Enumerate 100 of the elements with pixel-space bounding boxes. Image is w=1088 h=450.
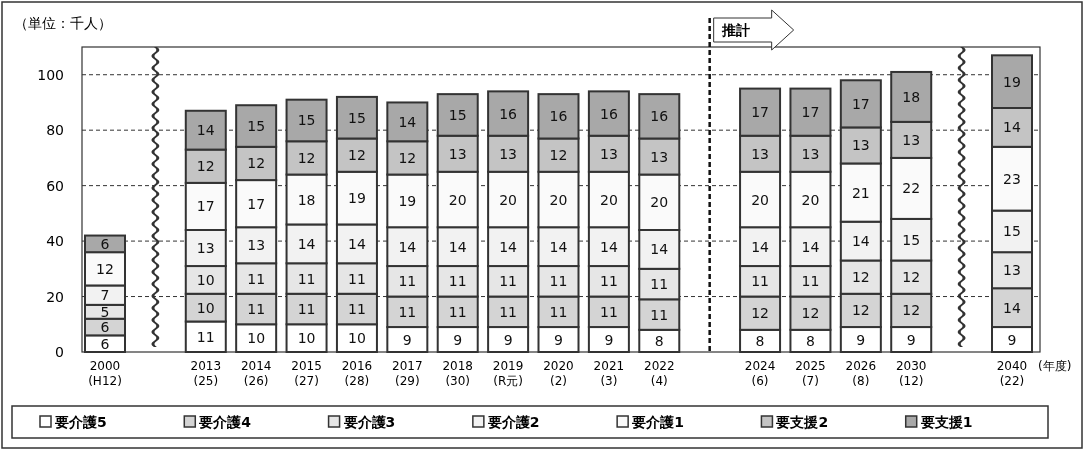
data-label: 11 — [499, 273, 518, 290]
data-label: 14 — [196, 122, 215, 139]
data-label: 14 — [448, 238, 467, 255]
y-tick-label: 80 — [46, 122, 64, 139]
data-label: 17 — [751, 104, 769, 121]
data-label: 10 — [297, 330, 316, 347]
data-label: 20 — [599, 191, 618, 208]
x-tick-label: 2024 (6) — [744, 359, 776, 388]
data-label: 20 — [751, 191, 769, 208]
x-tick-label: 2019 (R元) — [492, 359, 524, 388]
data-label: 7 — [100, 287, 110, 304]
data-label: 8 — [805, 332, 815, 349]
data-label: 15 — [348, 109, 366, 126]
data-label: 20 — [448, 191, 467, 208]
data-label: 9 — [906, 331, 916, 348]
data-label: 13 — [499, 145, 518, 162]
x-tick-label: 2022 (4) — [644, 359, 675, 388]
legend-label: 要介護3 — [342, 414, 396, 430]
data-label: 9 — [604, 331, 614, 348]
data-label: 17 — [851, 95, 870, 112]
data-label: 19 — [398, 192, 417, 209]
data-label: 12 — [398, 149, 417, 166]
data-label: 17 — [801, 104, 820, 121]
data-label: 11 — [398, 303, 417, 320]
x-tick-label: 2015 (27) — [291, 359, 322, 388]
legend-label: 要介護2 — [486, 414, 540, 430]
data-label: 11 — [801, 273, 820, 290]
data-label: 14 — [599, 238, 618, 255]
data-label: 9 — [856, 331, 866, 348]
data-label: 15 — [297, 112, 316, 129]
data-label: 11 — [297, 301, 316, 318]
data-label: 18 — [902, 88, 921, 105]
data-label: 8 — [755, 332, 765, 349]
x-tick-label: 2016 (28) — [341, 359, 373, 388]
data-label: 13 — [801, 145, 820, 162]
data-label: 10 — [196, 271, 215, 288]
x-tick-label: 2013 (25) — [190, 359, 222, 388]
data-label: 19 — [348, 190, 366, 207]
data-label: 5 — [100, 303, 110, 320]
data-label: 20 — [650, 194, 669, 211]
data-label: 14 — [398, 238, 417, 255]
data-label: 12 — [247, 155, 266, 172]
legend-label: 要支援2 — [775, 414, 829, 430]
data-label: 12 — [549, 147, 568, 164]
data-label: 15 — [1003, 223, 1021, 240]
x-tick-label: 2021 (3) — [593, 359, 625, 388]
data-label: 12 — [902, 269, 921, 286]
data-label: 13 — [650, 148, 669, 165]
data-label: 15 — [247, 118, 266, 135]
data-label: 6 — [100, 319, 110, 336]
data-label: 20 — [499, 191, 518, 208]
data-label: 15 — [902, 231, 921, 248]
data-label: 21 — [851, 184, 870, 201]
x-tick-label: 2025 (7) — [795, 359, 826, 388]
data-label: 14 — [297, 235, 316, 252]
data-label: 6 — [100, 235, 110, 252]
data-label: 10 — [196, 299, 215, 316]
data-label: 14 — [801, 238, 820, 255]
legend-label: 要介護5 — [54, 414, 107, 430]
data-label: 16 — [499, 105, 518, 122]
data-label: 11 — [196, 328, 215, 345]
data-label: 17 — [247, 195, 266, 212]
data-label: 11 — [549, 273, 568, 290]
data-label: 16 — [549, 108, 568, 125]
data-label: 12 — [801, 305, 820, 322]
y-tick-label: 60 — [46, 177, 64, 194]
data-label: 22 — [902, 180, 921, 197]
text: 推計 — [720, 22, 750, 38]
data-label: 12 — [902, 302, 921, 319]
x-tick-label: 2017 (29) — [392, 359, 423, 388]
y-axis-title: （単位：千人） — [14, 15, 112, 31]
y-tick-label: 100 — [37, 66, 64, 83]
data-label: 11 — [348, 301, 366, 318]
data-label: 14 — [499, 238, 518, 255]
legend-label: 要支援1 — [919, 414, 973, 430]
y-tick-label: 40 — [46, 233, 64, 250]
x-tick-label: 2026 (8) — [845, 359, 877, 388]
data-label: 11 — [599, 303, 618, 320]
data-label: 14 — [549, 238, 568, 255]
data-label: 9 — [1007, 331, 1017, 348]
data-label: 13 — [599, 145, 618, 162]
data-label: 12 — [96, 260, 114, 277]
data-label: 9 — [402, 331, 412, 348]
data-label: 14 — [1003, 299, 1021, 316]
data-label: 11 — [348, 270, 366, 287]
data-label: 13 — [751, 145, 769, 162]
data-label: 18 — [297, 191, 316, 208]
data-label: 20 — [549, 191, 568, 208]
data-label: 16 — [599, 105, 618, 122]
data-label: 14 — [851, 233, 870, 250]
data-label: 15 — [448, 106, 467, 123]
data-label: 12 — [196, 158, 215, 175]
data-label: 13 — [851, 137, 870, 154]
data-label: 13 — [196, 240, 215, 257]
data-label: 12 — [851, 302, 870, 319]
y-tick-label: 0 — [55, 344, 64, 360]
data-label: 13 — [1003, 262, 1021, 279]
data-label: 11 — [247, 270, 266, 287]
x-tick-label: 2040 (22) — [996, 359, 1028, 388]
data-label: 20 — [801, 191, 820, 208]
